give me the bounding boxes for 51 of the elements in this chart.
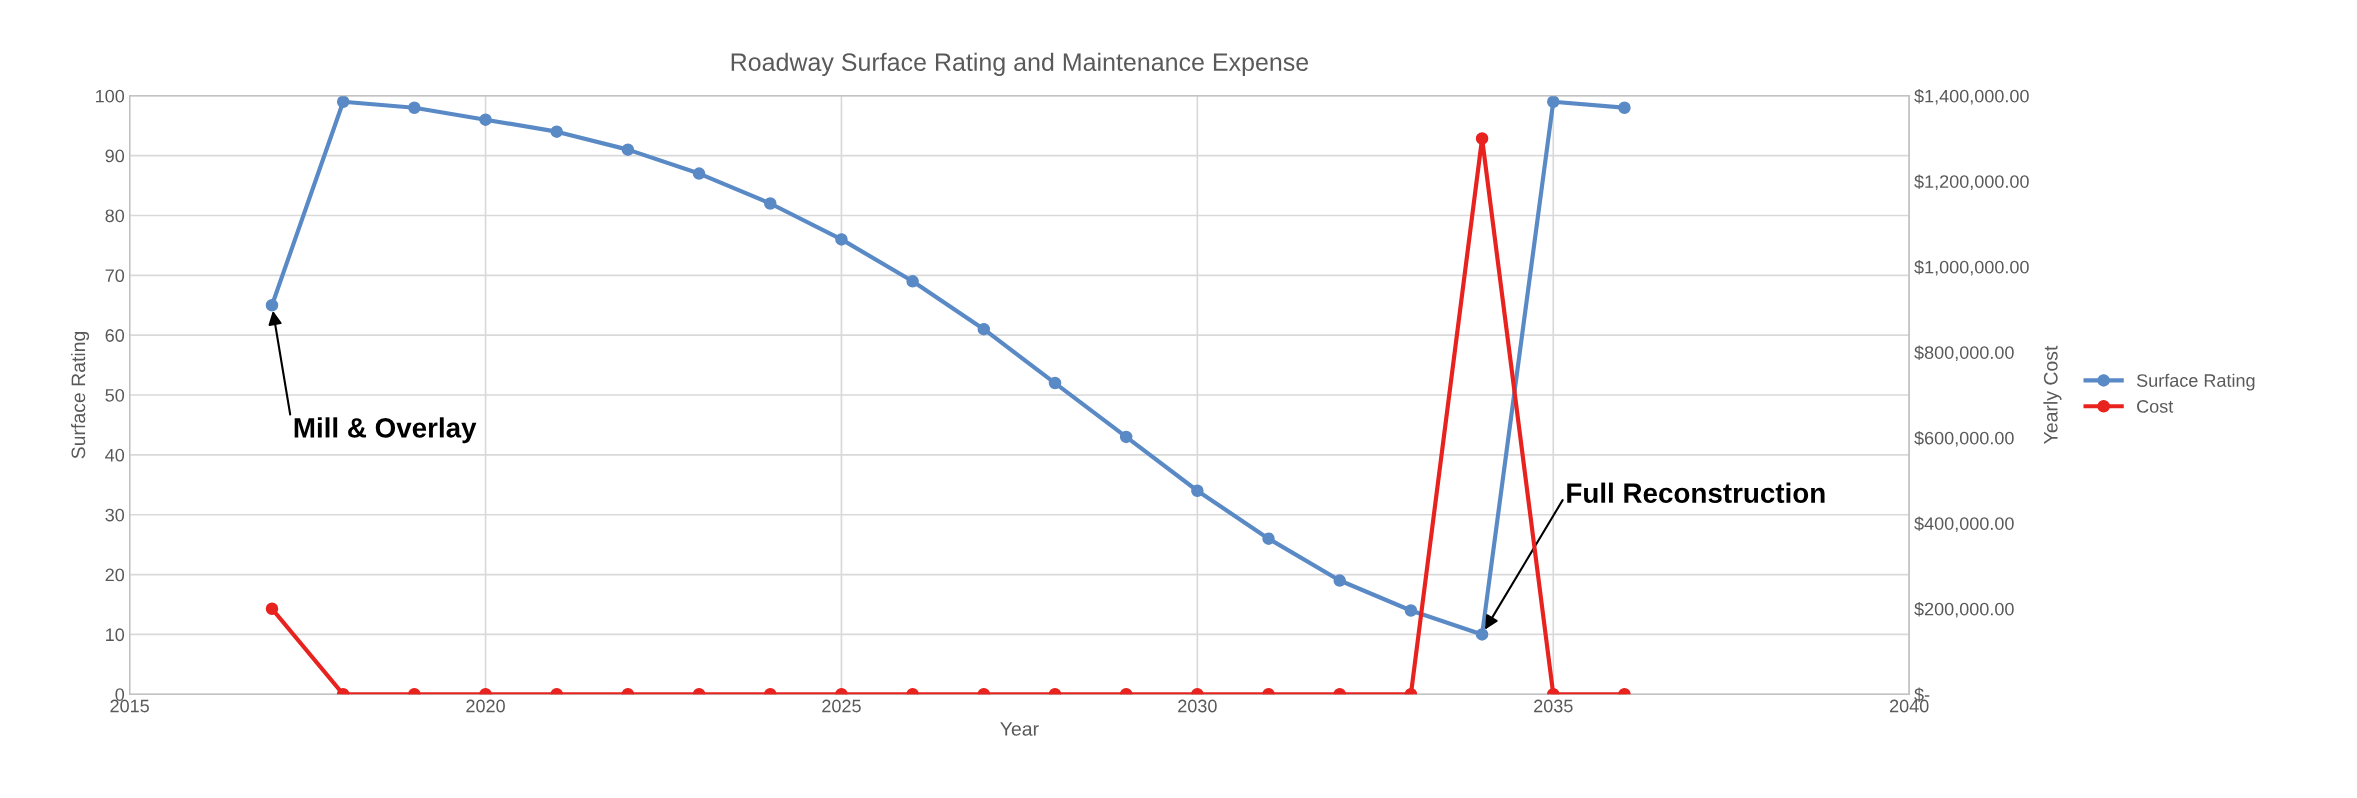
legend-label: Cost bbox=[2137, 400, 2174, 413]
y2-tick-label: $1,400,000.00 bbox=[1914, 88, 2029, 105]
x-axis-title: Year bbox=[1000, 722, 1039, 736]
point bbox=[692, 167, 706, 180]
y2-tick-label: $600,000.00 bbox=[1914, 430, 2014, 447]
chart-title: Roadway Surface Rating and Maintenance Expense bbox=[731, 52, 1309, 76]
y2-axis-title: Yearly Cost bbox=[2043, 345, 2062, 444]
y2-tick-label: $1,000,000.00 bbox=[1914, 259, 2029, 276]
y2-tick-label: $800,000.00 bbox=[1914, 345, 2014, 362]
y2-tick-label: $200,000.00 bbox=[1914, 601, 2014, 618]
y-tick-label: 0 bbox=[115, 688, 125, 701]
x-tick-label: 2020 bbox=[466, 699, 505, 713]
x-tick-label: 2025 bbox=[822, 699, 861, 713]
point bbox=[336, 95, 350, 108]
point bbox=[1333, 574, 1346, 587]
point bbox=[1475, 628, 1489, 641]
y-tick-label: 100 bbox=[96, 89, 125, 103]
y2-tick-label: $400,000.00 bbox=[1914, 516, 2014, 533]
point bbox=[265, 298, 279, 312]
point bbox=[977, 322, 991, 336]
point bbox=[835, 233, 848, 246]
y-tick-label: 20 bbox=[105, 568, 125, 582]
point bbox=[621, 143, 635, 156]
y-tick-label: 90 bbox=[105, 149, 125, 163]
point bbox=[479, 113, 492, 126]
y-tick-label: 70 bbox=[105, 269, 125, 283]
point bbox=[1618, 101, 1631, 114]
point bbox=[764, 197, 777, 210]
legend-label: Surface Rating bbox=[2136, 373, 2255, 391]
y-tick-label: 40 bbox=[105, 448, 125, 462]
point bbox=[1547, 95, 1560, 108]
annotation: Full Reconstruction bbox=[1567, 482, 1825, 503]
x-tick-label: 2030 bbox=[1178, 699, 1217, 713]
x-tick-label: 2035 bbox=[1534, 699, 1573, 713]
point bbox=[550, 125, 563, 138]
annotation: Mill & Overlay bbox=[294, 417, 477, 444]
point bbox=[906, 275, 919, 288]
point bbox=[1404, 604, 1418, 617]
y-axis-title: Surface Rating bbox=[70, 331, 90, 459]
point bbox=[1191, 484, 1204, 498]
y-tick-label: 80 bbox=[105, 209, 125, 223]
point bbox=[1262, 532, 1275, 545]
point bbox=[1048, 376, 1062, 390]
point bbox=[408, 101, 421, 114]
y-tick-label: 60 bbox=[105, 329, 125, 342]
y-tick-label: 30 bbox=[105, 508, 125, 522]
y-tick-label: 50 bbox=[105, 388, 125, 402]
y-tick-label: 10 bbox=[106, 628, 125, 642]
x-tick-label: 2015 bbox=[110, 699, 149, 713]
y2-tick-label: $1,200,000.00 bbox=[1914, 174, 2029, 191]
point bbox=[1119, 430, 1133, 444]
